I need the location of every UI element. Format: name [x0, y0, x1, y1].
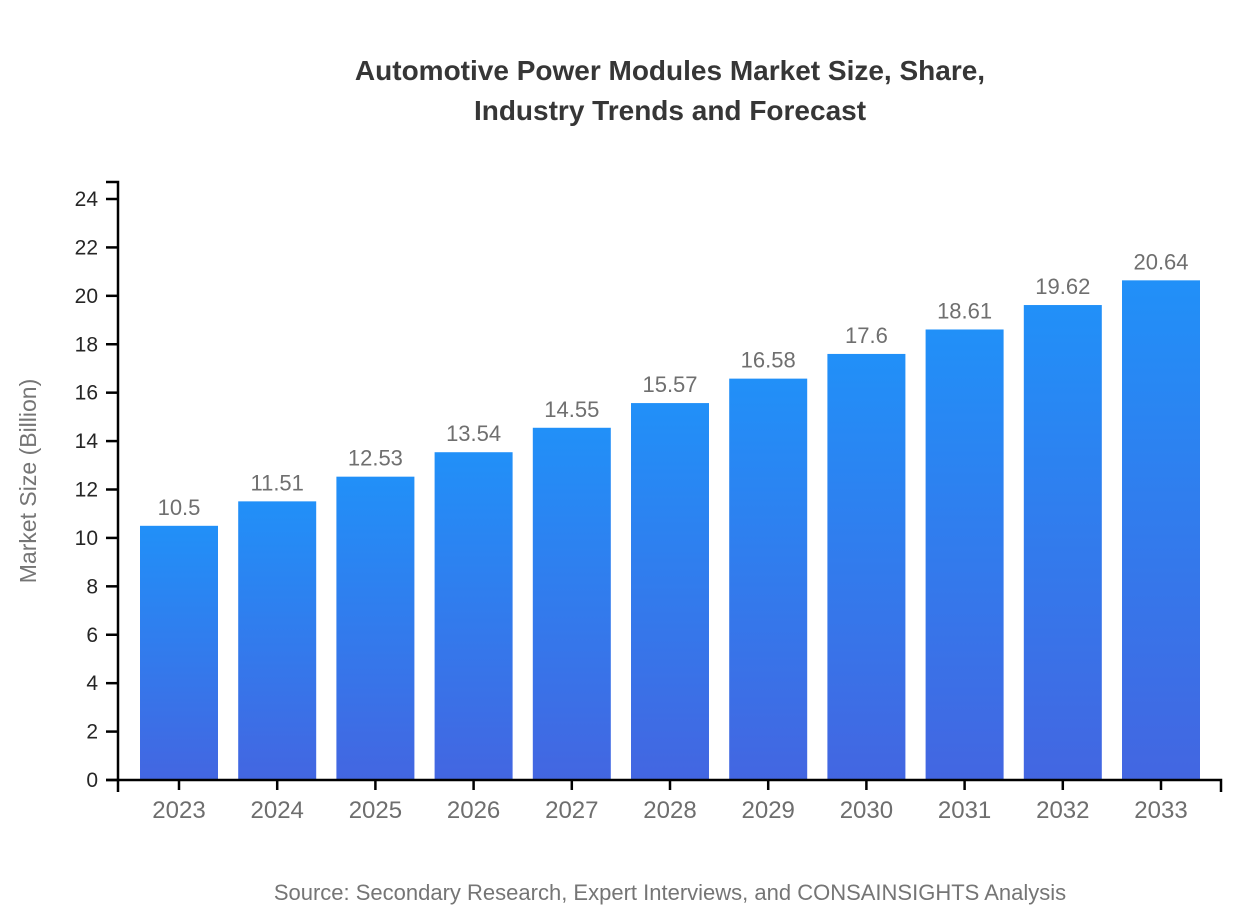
y-tick-label: 16	[75, 382, 98, 405]
bar-value-label: 15.57	[642, 372, 697, 397]
x-tick-label: 2032	[1036, 797, 1089, 824]
y-tick-label: 0	[86, 769, 98, 792]
y-axis	[106, 180, 120, 782]
bar-value-label: 12.53	[348, 446, 403, 471]
x-tick-label: 2029	[742, 797, 795, 824]
bar-value-label: 20.64	[1133, 249, 1188, 274]
chart-title-line1: Automotive Power Modules Market Size, Sh…	[355, 55, 985, 86]
bar-2026	[434, 452, 513, 780]
bar-2031	[925, 329, 1004, 780]
x-tick-label: 2023	[152, 797, 205, 824]
x-tick-label: 2024	[251, 797, 304, 824]
plot-area: 10.5 11.51 12.53 13.54 14.55 15.57 16.58 17.6 18…	[75, 180, 1223, 824]
bar-value-label: 13.54	[446, 421, 501, 446]
y-axis-label: Market Size (Billion)	[15, 379, 41, 584]
bar-value-label: 11.51	[250, 470, 303, 495]
bar-2032	[1023, 305, 1102, 780]
bar-value-label: 19.62	[1035, 274, 1090, 299]
bar-value-label: 17.6	[845, 323, 888, 348]
y-tick-label: 10	[75, 527, 98, 550]
x-tick-label: 2026	[447, 797, 500, 824]
bar-2029	[729, 378, 808, 780]
y-tick-label: 2	[86, 721, 98, 744]
x-tick-label: 2028	[643, 797, 696, 824]
chart-title-line2: Industry Trends and Forecast	[474, 95, 866, 126]
bar-value-label: 16.58	[741, 348, 796, 373]
y-tick-label: 22	[75, 236, 98, 259]
x-tick-label: 2033	[1134, 797, 1187, 824]
y-tick-label: 12	[75, 479, 98, 502]
source-note: Source: Secondary Research, Expert Inter…	[274, 880, 1066, 905]
y-tick-label: 18	[75, 333, 98, 356]
x-tick-label: 2030	[840, 797, 893, 824]
bar-value-label: 14.55	[544, 397, 599, 422]
x-tick-label: 2025	[349, 797, 402, 824]
y-tick-label: 8	[86, 575, 98, 598]
y-tick-label: 20	[75, 285, 98, 308]
y-tick-label: 24	[75, 188, 99, 211]
y-tick-label: 6	[86, 624, 98, 647]
bar-2023	[140, 525, 218, 780]
y-tick-label: 14	[75, 430, 99, 453]
bar-2028	[631, 403, 709, 780]
bar-2025	[336, 476, 415, 780]
y-tick-label: 4	[86, 672, 98, 695]
x-tick-label: 2031	[938, 797, 991, 824]
bar-value-label: 10.5	[158, 495, 201, 520]
bar-2033	[1122, 280, 1200, 780]
x-tick-label: 2027	[545, 797, 598, 824]
bar-2024	[238, 501, 317, 780]
bar-2030	[827, 353, 906, 780]
bar-value-label: 18.61	[937, 298, 992, 323]
bar-2027	[532, 427, 611, 780]
